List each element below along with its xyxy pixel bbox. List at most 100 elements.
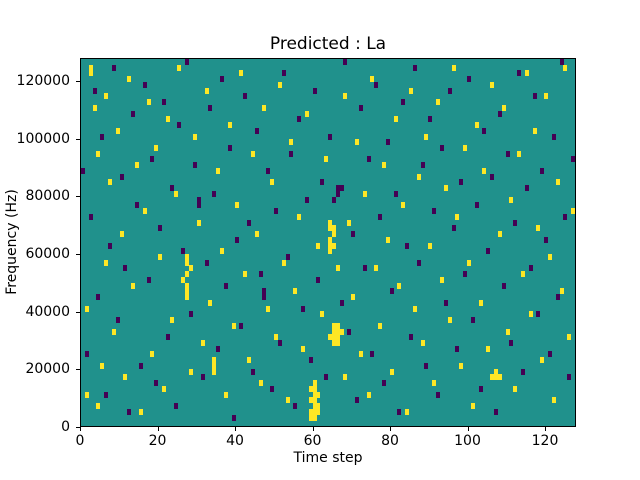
- heatmap-cell: [308, 408, 313, 415]
- heatmap-cell: [493, 368, 498, 375]
- heatmap-cell: [216, 167, 221, 174]
- heatmap-cell: [335, 328, 340, 335]
- heatmap-cell: [312, 380, 317, 387]
- heatmap-cell: [335, 339, 340, 346]
- heatmap-cell: [436, 99, 441, 106]
- heatmap-cell: [304, 110, 309, 117]
- heatmap-cell: [405, 242, 410, 249]
- heatmap-cell: [212, 362, 217, 369]
- heatmap-cell: [339, 299, 344, 306]
- x-axis-label: Time step: [293, 450, 363, 466]
- heatmap-cell: [382, 162, 387, 169]
- heatmap-cell: [393, 116, 398, 123]
- y-axis-ticks: 0 20000 40000 60000 80000 100000 120000: [0, 58, 80, 435]
- heatmap-cell: [196, 219, 201, 226]
- heatmap-cell: [270, 385, 275, 392]
- plot-area: [80, 58, 576, 427]
- heatmap-cell: [84, 305, 89, 312]
- heatmap-cell: [100, 133, 105, 140]
- heatmap-cell: [304, 196, 309, 203]
- y-tick-label: 100000: [16, 130, 70, 147]
- heatmap-cell: [358, 104, 363, 111]
- heatmap-cell: [115, 317, 120, 324]
- heatmap-cell: [328, 219, 332, 226]
- heatmap-cell: [138, 362, 143, 369]
- heatmap-cell: [497, 231, 502, 238]
- heatmap-cell: [482, 127, 487, 134]
- heatmap-cell: [293, 288, 298, 295]
- heatmap-cell: [204, 259, 209, 266]
- heatmap-cell: [81, 167, 85, 174]
- heatmap-cell: [223, 391, 228, 398]
- heatmap-cell: [528, 311, 533, 318]
- heatmap-cell: [189, 265, 194, 272]
- heatmap-cell: [231, 414, 236, 421]
- heatmap-cell: [470, 403, 475, 410]
- heatmap-cell: [432, 380, 437, 387]
- heatmap-cell: [490, 173, 495, 180]
- x-tick-label: 0: [75, 433, 85, 449]
- heatmap-cell: [540, 167, 545, 174]
- heatmap-cell: [335, 322, 340, 329]
- heatmap-cell: [150, 156, 155, 163]
- heatmap-cell: [138, 408, 143, 415]
- heatmap-cell: [355, 139, 360, 146]
- y-tick-mark: [76, 138, 80, 140]
- heatmap-cell: [331, 196, 336, 203]
- heatmap-cell: [362, 190, 367, 197]
- heatmap-cell: [84, 391, 89, 398]
- heatmap-cell: [459, 362, 464, 369]
- heatmap-cell: [474, 202, 479, 209]
- heatmap-cell: [486, 345, 491, 352]
- heatmap-cell: [505, 150, 510, 157]
- heatmap-cell: [412, 305, 417, 312]
- heatmap-cell: [262, 104, 267, 111]
- heatmap-cell: [158, 225, 163, 232]
- heatmap-cell: [397, 282, 402, 289]
- y-tick-mark: [76, 196, 80, 198]
- heatmap-cell: [355, 397, 360, 404]
- heatmap-cell: [192, 162, 197, 169]
- heatmap-cell: [328, 236, 332, 243]
- heatmap-cell: [258, 271, 263, 278]
- heatmap-cell: [154, 145, 159, 152]
- heatmap-cell: [316, 391, 321, 398]
- y-tick-label: 40000: [25, 303, 70, 320]
- heatmap-cell: [474, 122, 479, 129]
- heatmap-cell: [223, 282, 228, 289]
- heatmap-cell: [84, 351, 89, 358]
- heatmap-cell: [273, 208, 278, 215]
- heatmap-cell: [393, 190, 398, 197]
- heatmap-cell: [181, 276, 186, 283]
- heatmap-cell: [490, 374, 495, 381]
- heatmap-cell: [455, 213, 460, 220]
- heatmap-cell: [409, 87, 414, 94]
- heatmap-cell: [254, 127, 259, 134]
- heatmap-cell: [389, 288, 394, 295]
- heatmap-cell: [540, 357, 545, 364]
- heatmap-cell: [370, 351, 375, 358]
- heatmap-cell: [532, 93, 537, 100]
- heatmap-cell: [142, 81, 147, 88]
- heatmap-cell: [343, 59, 348, 65]
- heatmap-cell: [343, 93, 348, 100]
- x-tick-label: 100: [454, 433, 481, 449]
- heatmap-cell: [420, 162, 425, 169]
- heatmap-cell: [505, 328, 510, 335]
- heatmap-cell: [146, 276, 151, 283]
- heatmap-cell: [316, 403, 321, 410]
- heatmap-cell: [131, 282, 136, 289]
- heatmap-cell: [92, 104, 97, 111]
- heatmap-cell: [335, 185, 340, 192]
- heatmap-cell: [385, 139, 390, 146]
- heatmap-cell: [123, 265, 128, 272]
- heatmap-cell: [524, 70, 529, 77]
- heatmap-cell: [131, 110, 136, 117]
- heatmap-cell: [493, 374, 498, 381]
- heatmap-cell: [185, 294, 190, 301]
- heatmap-cell: [200, 374, 205, 381]
- heatmap-cell: [200, 339, 205, 346]
- heatmap-cell: [328, 334, 332, 341]
- heatmap-cell: [331, 225, 336, 232]
- heatmap-cell: [181, 248, 186, 255]
